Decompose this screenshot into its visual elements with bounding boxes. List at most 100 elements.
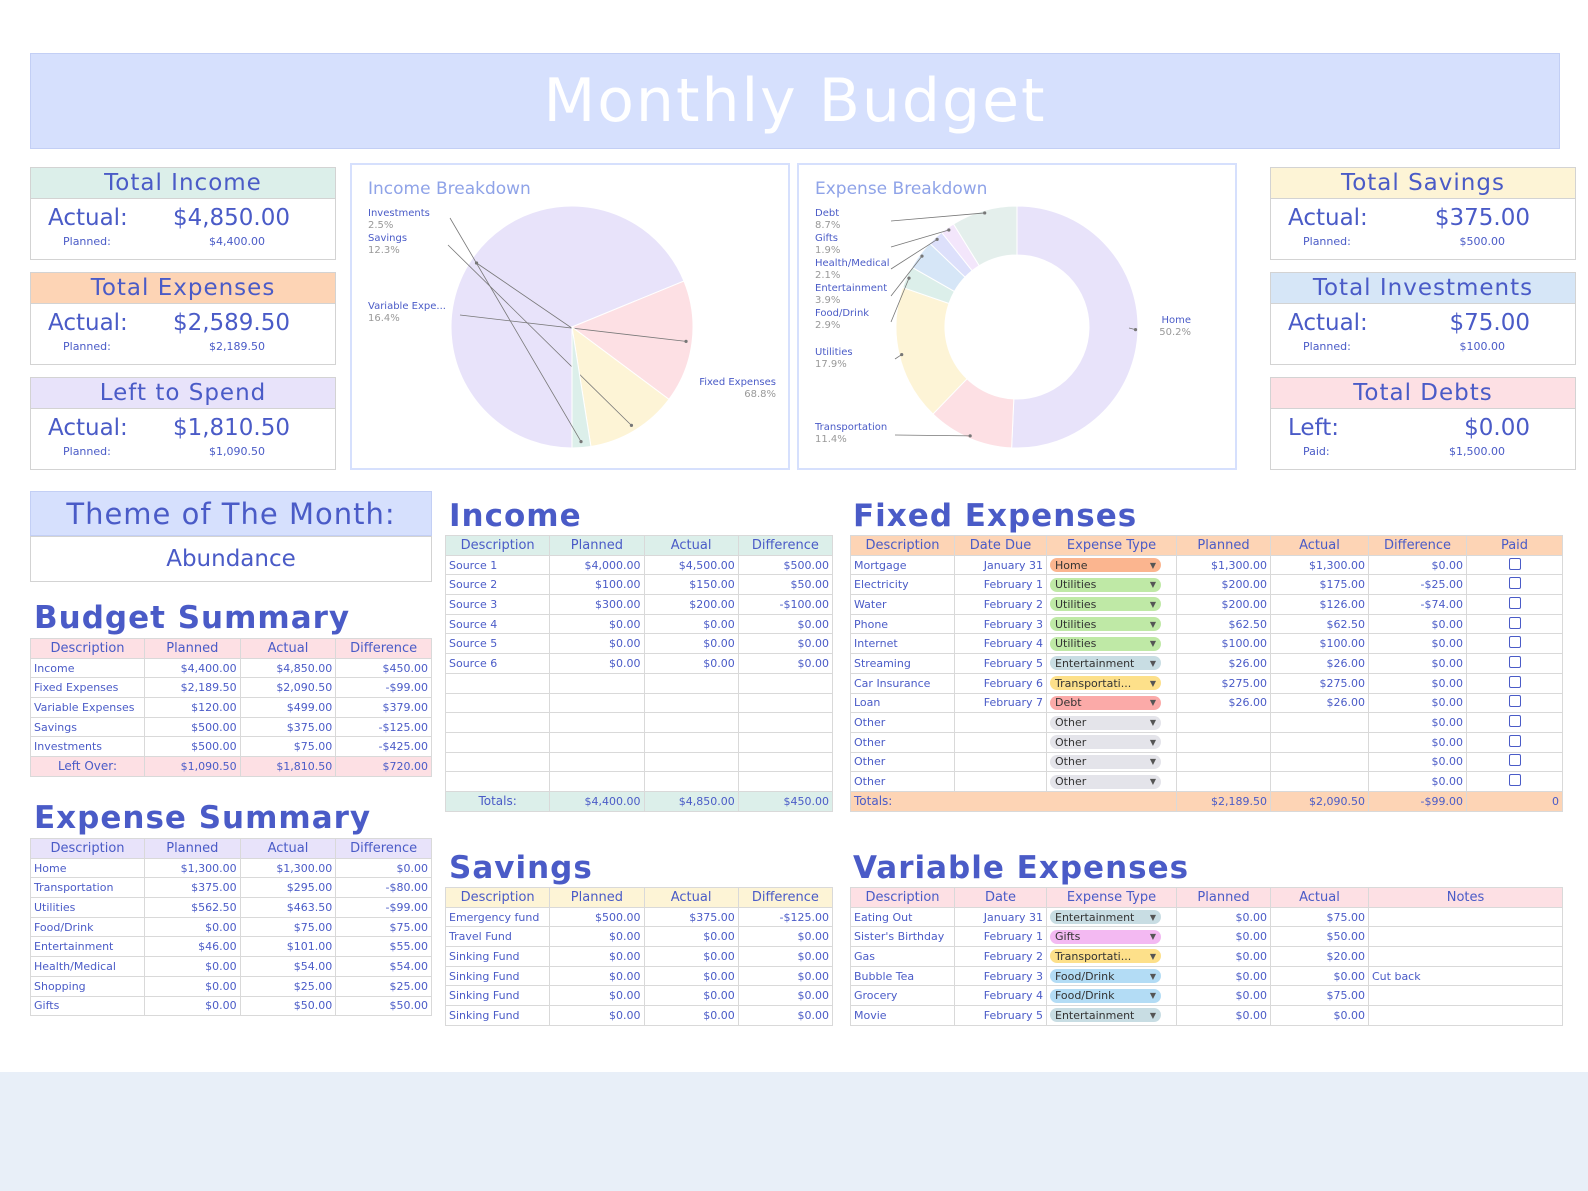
table-cell[interactable]: $150.00 — [643, 574, 739, 596]
table-cell[interactable]: Fixed Expenses — [30, 677, 145, 699]
table-cell[interactable] — [1270, 771, 1369, 792]
table-cell[interactable]: $0.00 — [1368, 712, 1467, 733]
table-cell[interactable] — [737, 731, 834, 753]
expense-type-dropdown[interactable]: Gifts ▼ — [1050, 929, 1161, 944]
table-cell[interactable]: Savings — [30, 716, 145, 738]
table-cell[interactable]: $46.00 — [143, 936, 241, 958]
table-cell[interactable]: -$125.00 — [737, 906, 834, 928]
table-cell[interactable]: Utilities — [30, 897, 145, 918]
table-cell[interactable]: February 7 — [954, 692, 1047, 714]
table-cell[interactable]: $54.00 — [335, 956, 432, 977]
table-cell[interactable]: $100.00 — [1176, 633, 1271, 655]
table-cell[interactable] — [549, 771, 645, 792]
table-cell[interactable]: Travel Fund — [444, 926, 551, 948]
table-cell[interactable]: Streaming — [850, 653, 955, 674]
table-cell[interactable]: $50.00 — [335, 995, 432, 1017]
table-cell[interactable]: Gas — [850, 946, 955, 967]
table-cell[interactable] — [737, 712, 834, 733]
paid-checkbox[interactable] — [1508, 675, 1521, 688]
column-header[interactable]: Planned — [143, 638, 241, 659]
column-header[interactable]: Description — [444, 535, 551, 556]
table-cell[interactable]: $120.00 — [143, 697, 241, 718]
column-header[interactable]: Expense Type — [1046, 887, 1177, 908]
table-cell[interactable]: Income — [30, 657, 145, 679]
table-cell[interactable]: -$125.00 — [335, 716, 432, 738]
table-cell[interactable]: Sinking Fund — [444, 946, 551, 967]
table-cell[interactable]: $101.00 — [239, 936, 337, 958]
table-cell[interactable]: $75.00 — [239, 736, 337, 758]
table-cell[interactable]: $375.00 — [143, 877, 241, 899]
table-cell[interactable]: $275.00 — [1270, 672, 1369, 694]
column-header[interactable]: Description — [30, 838, 145, 859]
expense-type-dropdown[interactable]: Other ▼ — [1050, 715, 1161, 730]
table-cell[interactable]: $0.00 — [1270, 965, 1369, 987]
table-cell[interactable]: Entertainment — [30, 936, 145, 958]
notes-cell[interactable]: Cut back — [1368, 965, 1563, 987]
table-cell[interactable]: $55.00 — [335, 936, 432, 958]
table-cell[interactable]: $175.00 — [1270, 574, 1369, 596]
column-header[interactable]: Actual — [239, 638, 337, 659]
table-cell[interactable]: Eating Out — [850, 906, 955, 928]
column-header[interactable]: Difference — [335, 638, 432, 659]
table-cell[interactable]: Sister's Birthday — [850, 926, 955, 948]
table-cell[interactable]: $2,090.50 — [239, 677, 337, 699]
table-cell[interactable]: $0.00 — [549, 965, 645, 987]
table-cell[interactable]: $54.00 — [239, 956, 337, 977]
paid-checkbox[interactable] — [1508, 754, 1521, 767]
table-cell[interactable]: $50.00 — [737, 574, 834, 596]
table-cell[interactable]: $62.50 — [1270, 613, 1369, 635]
expense-type-dropdown[interactable]: Transportati... ▼ — [1050, 949, 1161, 964]
table-cell[interactable]: Emergency fund — [444, 906, 551, 928]
column-header[interactable]: Difference — [737, 535, 834, 556]
table-cell[interactable] — [549, 751, 645, 773]
paid-checkbox[interactable] — [1508, 577, 1521, 590]
column-header[interactable]: Expense Type — [1046, 535, 1177, 556]
column-header[interactable]: Planned — [549, 535, 645, 556]
expense-type-dropdown[interactable]: Other ▼ — [1050, 735, 1161, 750]
table-cell[interactable]: -$25.00 — [1368, 574, 1467, 596]
table-cell[interactable]: Source 2 — [444, 574, 551, 596]
table-cell[interactable]: $1,300.00 — [239, 857, 337, 879]
table-cell[interactable]: $0.00 — [1176, 1005, 1271, 1026]
table-cell[interactable]: $0.00 — [549, 1005, 645, 1026]
table-cell[interactable]: $1,300.00 — [1176, 554, 1271, 576]
table-cell[interactable]: Internet — [850, 633, 955, 655]
pie-slice-savings[interactable] — [571, 325, 670, 448]
table-cell[interactable]: $0.00 — [1368, 771, 1467, 792]
table-cell[interactable]: January 31 — [954, 554, 1047, 576]
notes-cell[interactable] — [1368, 946, 1563, 967]
expense-type-dropdown[interactable]: Food/Drink ▼ — [1050, 988, 1161, 1003]
table-cell[interactable] — [444, 712, 551, 733]
table-cell[interactable]: $0.00 — [1368, 554, 1467, 576]
table-cell[interactable]: -$80.00 — [335, 877, 432, 899]
table-cell[interactable]: $75.00 — [1270, 985, 1369, 1007]
table-cell[interactable]: February 3 — [954, 613, 1047, 635]
table-cell[interactable] — [1176, 771, 1271, 792]
table-cell[interactable]: $0.00 — [1368, 613, 1467, 635]
table-cell[interactable]: Transportation — [30, 877, 145, 899]
table-cell[interactable]: Other — [850, 771, 955, 792]
table-cell[interactable]: $0.00 — [1368, 672, 1467, 694]
table-cell[interactable] — [643, 712, 739, 733]
paid-checkbox[interactable] — [1508, 734, 1521, 747]
table-cell[interactable]: $375.00 — [643, 906, 739, 928]
table-cell[interactable]: $0.00 — [643, 946, 739, 967]
table-cell[interactable]: $500.00 — [143, 736, 241, 758]
table-cell[interactable]: $562.50 — [143, 897, 241, 918]
column-header[interactable]: Date Due — [954, 535, 1047, 556]
table-cell[interactable]: $0.00 — [737, 633, 834, 655]
paid-checkbox[interactable] — [1508, 695, 1521, 708]
table-cell[interactable]: $0.00 — [549, 613, 645, 635]
table-cell[interactable]: $450.00 — [335, 657, 432, 679]
column-header[interactable]: Actual — [643, 887, 739, 908]
table-cell[interactable]: $100.00 — [1270, 633, 1369, 655]
column-header[interactable]: Actual — [1270, 535, 1369, 556]
table-cell[interactable] — [1176, 712, 1271, 733]
table-cell[interactable]: Shopping — [30, 975, 145, 997]
table-cell[interactable]: $50.00 — [239, 995, 337, 1017]
table-cell[interactable]: $26.00 — [1270, 653, 1369, 674]
table-cell[interactable]: Gifts — [30, 995, 145, 1017]
table-cell[interactable] — [737, 751, 834, 773]
paid-checkbox[interactable] — [1508, 636, 1521, 649]
table-cell[interactable]: Source 1 — [444, 554, 551, 576]
